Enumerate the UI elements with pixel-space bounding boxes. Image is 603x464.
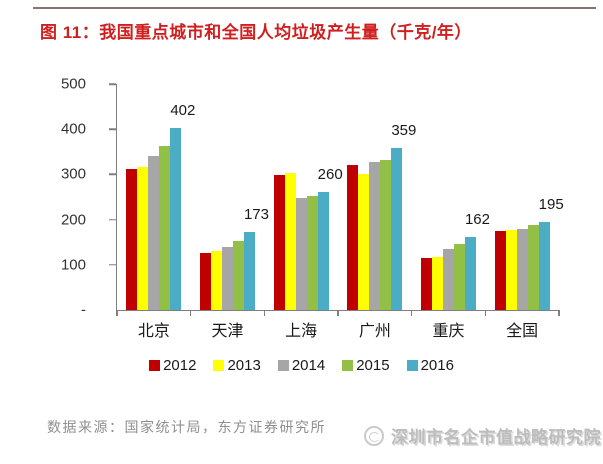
category-label: 上海 — [285, 323, 318, 340]
bar-group: 402 北京 — [117, 84, 195, 340]
y-tick-mark — [109, 218, 116, 221]
watermark-logo-icon — [364, 425, 384, 446]
legend-item: 2015 — [342, 357, 390, 374]
bar-2015 — [306, 195, 318, 310]
figure-title: 图 11：我国重点城市和全国人均垃圾产生量（千克/年） — [40, 23, 472, 42]
watermark-text: 深圳市名企市值战略研究院 — [391, 428, 601, 447]
x-tick-mark — [189, 310, 192, 316]
bar-2013 — [137, 166, 149, 310]
bar-group: 359 广州 — [338, 84, 416, 340]
bar-2014 — [221, 247, 233, 310]
bar-2014 — [516, 228, 528, 310]
bar-group: 195 全国 — [485, 84, 564, 340]
legend-swatch-icon — [277, 360, 289, 371]
x-tick-mark — [484, 310, 487, 316]
category-label: 全国 — [506, 323, 539, 340]
bar-2012 — [494, 230, 506, 310]
watermark: 深圳市名企市值战略研究院 — [364, 423, 601, 448]
legend-item: 2016 — [406, 357, 454, 374]
category-label: 广州 — [358, 323, 391, 340]
bar-2014 — [442, 248, 454, 310]
y-tick-mark — [109, 128, 116, 130]
data-label: 402 — [170, 102, 196, 120]
y-tick-mark — [109, 83, 116, 85]
legend-swatch-icon — [149, 360, 161, 371]
y-tick-label: 300 — [60, 165, 86, 183]
bar-2013 — [358, 173, 370, 310]
data-label: 260 — [317, 166, 343, 184]
y-tick-label: 400 — [60, 120, 86, 138]
category-label: 北京 — [137, 323, 170, 340]
bar-2012 — [126, 168, 138, 310]
bar-2013 — [431, 256, 443, 310]
category-label: 天津 — [211, 323, 244, 340]
y-axis-tick-labels: 500 400 300 200 100 - — [40, 77, 86, 318]
bar-2012 — [420, 257, 432, 310]
x-tick-mark — [337, 310, 339, 316]
bar-2016 — [538, 221, 550, 310]
bar-2014 — [369, 162, 381, 310]
category-label: 重庆 — [432, 323, 465, 340]
bar-2014 — [148, 156, 160, 310]
legend-swatch-icon — [406, 360, 418, 371]
x-tick-mark — [263, 310, 266, 316]
bar-2015 — [159, 146, 171, 310]
bar-group: 162 重庆 — [412, 84, 490, 340]
bar-2016 — [243, 231, 255, 310]
legend-label: 2016 — [420, 357, 454, 374]
legend-item: 2012 — [149, 357, 196, 374]
legend-label: 2012 — [163, 357, 197, 374]
bar-group: 173 天津 — [191, 84, 269, 340]
data-label: 359 — [391, 121, 417, 139]
legend-label: 2015 — [356, 357, 390, 374]
bar-2012 — [273, 175, 285, 310]
data-label: 173 — [243, 205, 269, 223]
x-tick-mark — [558, 310, 560, 316]
legend-label: 2014 — [291, 357, 326, 374]
bar-2016 — [464, 236, 476, 310]
bar-2015 — [232, 241, 244, 310]
y-tick-mark — [109, 264, 116, 266]
title-rule — [33, 7, 596, 9]
bar-group: 260 上海 — [264, 84, 343, 340]
data-label: 162 — [464, 210, 490, 228]
y-tick-label: - — [81, 301, 86, 319]
legend-swatch-icon — [342, 360, 354, 371]
y-tick-label: 500 — [60, 75, 86, 93]
bar-2015 — [380, 159, 392, 310]
bar-2012 — [347, 165, 359, 310]
y-tick-label: 200 — [60, 211, 86, 229]
bar-2012 — [199, 253, 211, 310]
x-tick-mark — [410, 310, 413, 316]
legend-swatch-icon — [213, 360, 225, 371]
legend-label: 2013 — [227, 357, 261, 374]
legend-item: 2014 — [277, 357, 326, 374]
y-tick-label: 100 — [60, 256, 86, 274]
bar-2016 — [170, 128, 182, 310]
bar-2016 — [391, 147, 403, 310]
bar-2013 — [505, 230, 517, 310]
bar-2013 — [210, 251, 222, 310]
x-tick-mark — [116, 310, 118, 316]
bar-2016 — [317, 192, 329, 310]
data-source-note: 数据来源：国家统计局，东方证券研究所 — [47, 419, 326, 435]
bar-2015 — [527, 225, 539, 310]
bar-2014 — [295, 197, 307, 310]
bar-2015 — [453, 243, 465, 310]
plot-area: 402 北京 173 天津 260 上海 359 广州 162 重庆 195 全国 — [109, 83, 564, 340]
bar-2013 — [284, 172, 296, 310]
chart-legend: 2012 2013 2014 2015 2016 — [0, 357, 603, 374]
data-label: 195 — [538, 195, 564, 213]
y-tick-mark — [109, 173, 116, 176]
legend-item: 2013 — [213, 357, 261, 374]
